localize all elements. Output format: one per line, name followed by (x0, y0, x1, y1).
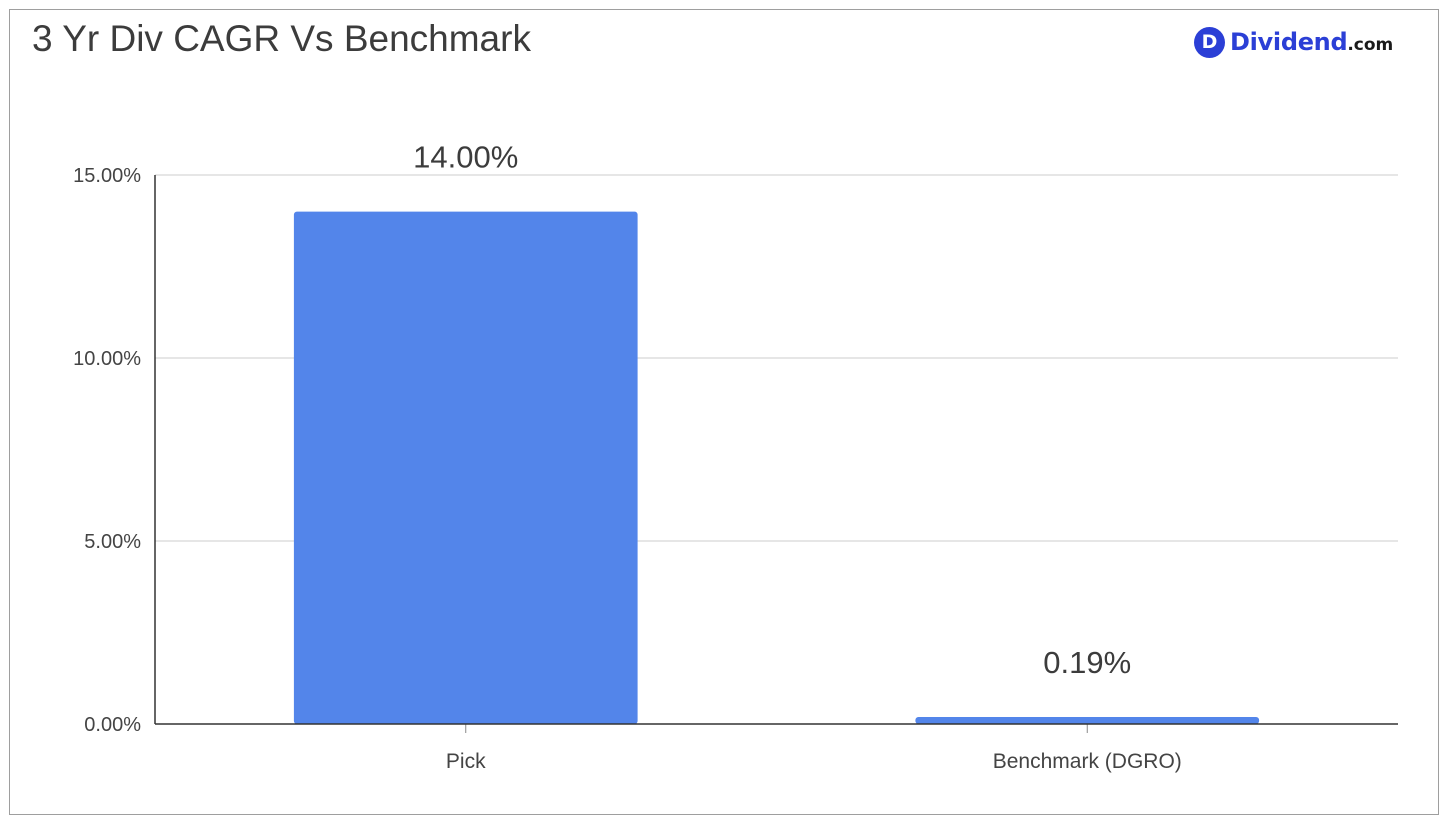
y-tick-label: 15.00% (73, 165, 141, 187)
brand-name: Dividend (1230, 28, 1348, 56)
bar (293, 211, 638, 725)
x-category-label: Pick (446, 750, 486, 773)
y-tick-label: 5.00% (84, 531, 141, 553)
brand-badge-icon: D (1194, 26, 1225, 58)
y-tick-label: 10.00% (73, 348, 141, 370)
data-label: 0.19% (1043, 645, 1131, 680)
chart-frame (9, 9, 1439, 815)
data-label: 14.00% (413, 140, 518, 175)
chart-title: 3 Yr Div CAGR Vs Benchmark (32, 18, 531, 59)
y-tick-label: 0.00% (84, 714, 141, 736)
brand-tld: .com (1347, 34, 1394, 55)
brand-logo: D Dividend .com (1194, 26, 1393, 58)
bar (915, 717, 1260, 724)
x-category-label: Benchmark (DGRO) (993, 750, 1182, 773)
